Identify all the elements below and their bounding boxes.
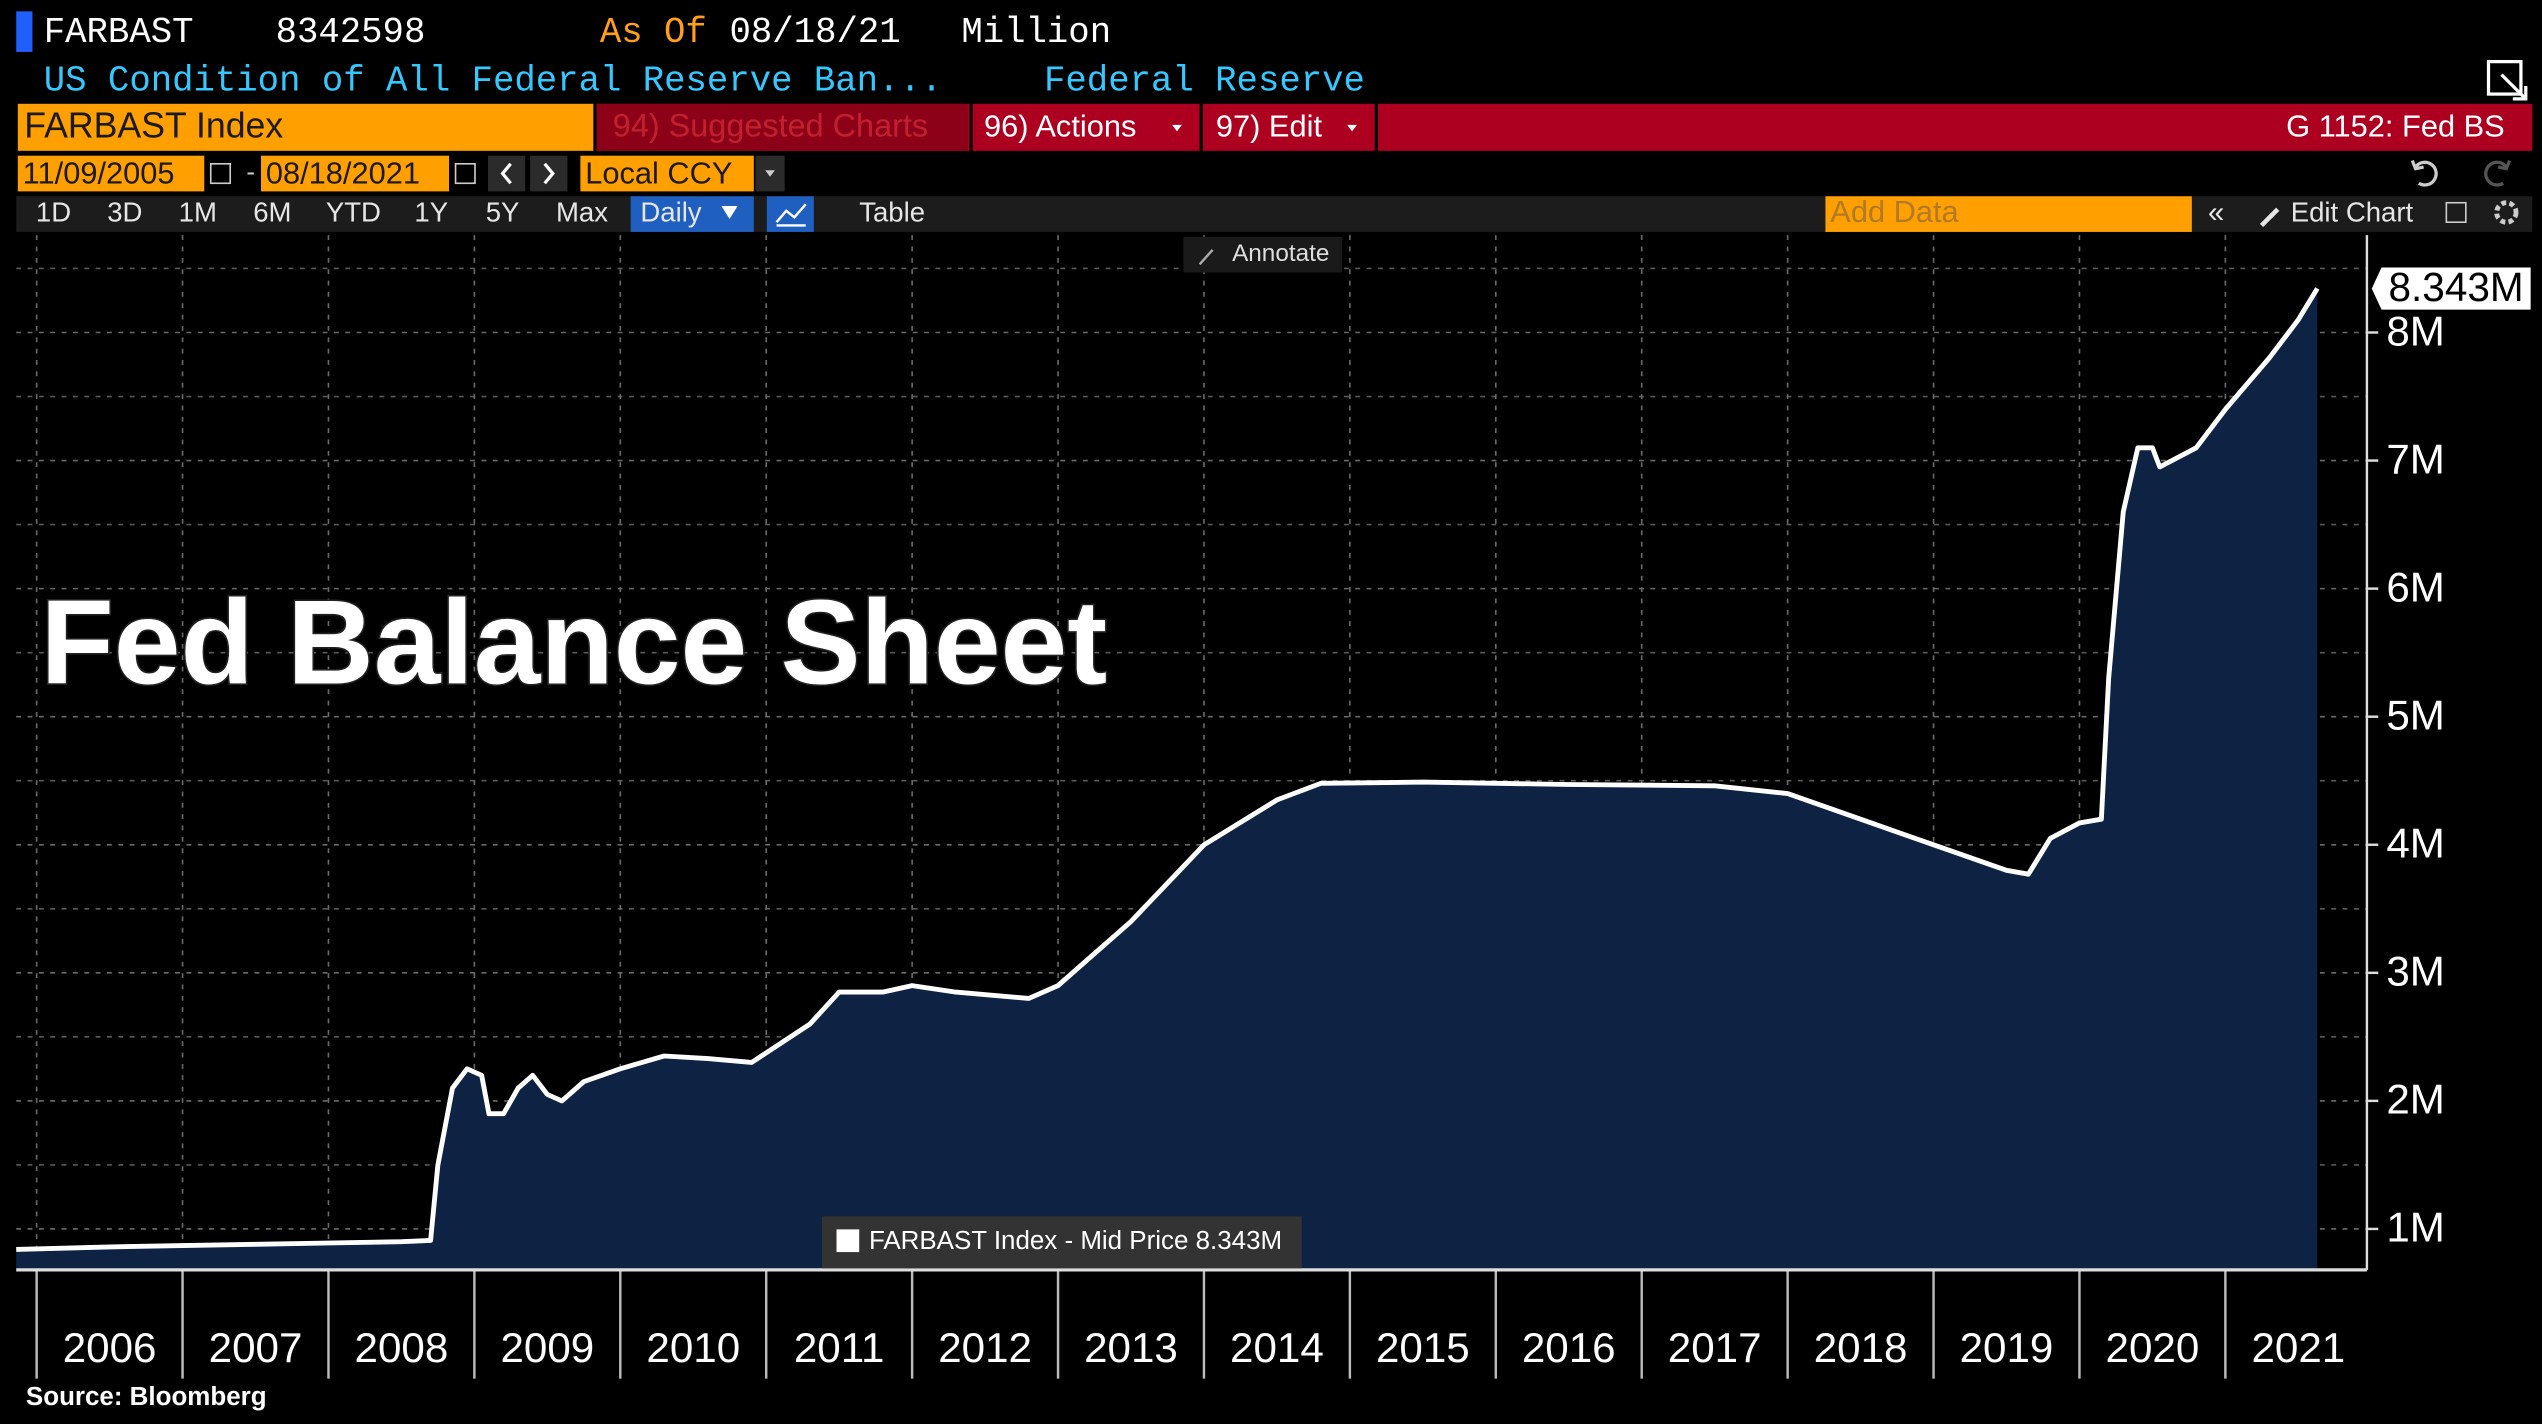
popout-icon[interactable] — [2486, 60, 2528, 101]
frequency-box[interactable] — [630, 196, 754, 232]
end-date-box[interactable] — [261, 155, 450, 192]
currency-box[interactable] — [580, 155, 754, 192]
add-data[interactable]: Add Data — [1830, 194, 1959, 229]
dropdown-arrow — [1347, 124, 1357, 132]
y-tick-label: 3M — [2386, 948, 2445, 995]
calendar-icon[interactable] — [209, 162, 232, 185]
x-tick-label: 2015 — [1376, 1324, 1470, 1371]
as-of-label: As Of — [600, 12, 707, 53]
legend — [821, 1216, 1302, 1269]
actions[interactable]: 96) Actions — [984, 108, 1136, 143]
x-tick-label: 2007 — [209, 1324, 303, 1371]
y-tick-label: 7M — [2386, 435, 2445, 482]
end-date[interactable]: 08/18/2021 — [266, 155, 420, 190]
y-tick-label: 1M — [2386, 1204, 2445, 1251]
annotate-icon — [1198, 248, 1214, 266]
marker — [16, 11, 33, 52]
x-tick-label: 2020 — [2106, 1324, 2200, 1371]
x-tick-label: 2016 — [1522, 1324, 1616, 1371]
x-tick-label: 2011 — [794, 1324, 885, 1371]
suggested-box[interactable] — [596, 103, 968, 151]
dropdown-arrow — [1172, 124, 1182, 132]
currency[interactable]: Local CCY — [585, 155, 732, 190]
period-button[interactable]: Max — [556, 196, 608, 227]
y-tick-label: 5M — [2386, 691, 2445, 738]
calendar-icon[interactable] — [454, 162, 476, 185]
start-date-box[interactable] — [17, 155, 205, 192]
next-button[interactable] — [530, 155, 568, 192]
add-data-box[interactable] — [1825, 196, 2192, 232]
x-tick-label: 2021 — [2251, 1324, 2345, 1371]
period-buttons: 1D 3D 1M 6M YTD 1Y 5Y Max — [36, 196, 608, 227]
x-tick-label: 2008 — [355, 1324, 449, 1371]
x-tick-label: 2010 — [646, 1324, 740, 1371]
units: Million — [961, 12, 1111, 53]
edit-icon[interactable] — [2445, 201, 2467, 224]
x-tick-label: 2012 — [938, 1324, 1032, 1371]
x-tick-label: 2009 — [500, 1324, 594, 1371]
legend-swatch — [836, 1229, 860, 1253]
source: Source: Bloomberg — [26, 1383, 267, 1411]
area — [16, 288, 2318, 1270]
frequency[interactable]: Daily — [640, 196, 701, 227]
legend-label: FARBAST Index - Mid Price 8.343M — [869, 1227, 1282, 1255]
suggested[interactable]: 94) Suggested Charts — [613, 108, 928, 144]
period-button[interactable]: 1D — [36, 196, 71, 227]
period-button[interactable]: 6M — [253, 196, 291, 227]
undo-icon[interactable] — [2410, 159, 2438, 187]
dash: - — [246, 158, 255, 186]
chart-type-icon — [775, 203, 807, 227]
period-button[interactable]: 1M — [179, 196, 217, 227]
last-value-label: 8.343M — [2389, 264, 2524, 310]
line — [16, 287, 2320, 1252]
y-tick-label: 6M — [2386, 563, 2445, 610]
table-button[interactable]: Table — [859, 196, 925, 227]
last-value: 8342598 — [276, 12, 426, 53]
plot-area: 1M 2M 3M 4M 5M 6M 7M 8M 2006 2007 2008 2009 2010 2011… — [16, 235, 2531, 1379]
start-date[interactable]: 11/09/2005 — [23, 155, 175, 190]
x-tick-label: 2006 — [63, 1324, 157, 1371]
redo-icon[interactable] — [2484, 159, 2512, 187]
period-button[interactable]: 3D — [107, 196, 142, 227]
security[interactable]: FARBAST Index — [24, 106, 283, 146]
prev-button[interactable] — [487, 155, 526, 192]
annotate[interactable]: Annotate — [1232, 240, 1329, 267]
x-tick-label: 2018 — [1814, 1324, 1908, 1371]
chart-title: Fed Balance Sheet — [41, 576, 1108, 710]
page-name: G 1152: Fed BS — [2286, 108, 2505, 143]
y-tick-label: 2M — [2386, 1076, 2445, 1123]
next-icon — [543, 162, 555, 185]
edit[interactable]: 97) Edit — [1216, 108, 1323, 143]
prev-icon — [500, 162, 512, 185]
pencil-icon — [2259, 207, 2280, 228]
y-tick-label: 8M — [2386, 307, 2445, 354]
collapse-icon[interactable]: « — [2208, 197, 2224, 229]
period-button[interactable]: 5Y — [486, 196, 520, 227]
x-tick-label: 2017 — [1668, 1324, 1762, 1371]
settings-icon[interactable] — [2494, 200, 2519, 225]
dropdown-arrow — [721, 205, 738, 219]
edit-chart[interactable]: Edit Chart — [2291, 196, 2414, 227]
source-name: Federal Reserve — [1044, 61, 1365, 102]
security-box[interactable] — [17, 103, 594, 151]
as-of-date: 08/18/21 — [730, 12, 901, 53]
period-button[interactable]: YTD — [326, 196, 381, 227]
period-button[interactable]: 1Y — [414, 196, 448, 227]
last-value-box — [2371, 267, 2531, 310]
x-tick-label: 2013 — [1084, 1324, 1178, 1371]
x-tick-label: 2014 — [1230, 1324, 1324, 1371]
dropdown-arrow — [765, 170, 775, 177]
x-tick-label: 2019 — [1960, 1324, 2054, 1371]
description: US Condition of All Federal Reserve Ban.… — [44, 61, 942, 102]
ticker: FARBAST — [44, 12, 194, 53]
y-tick-label: 4M — [2386, 820, 2445, 867]
